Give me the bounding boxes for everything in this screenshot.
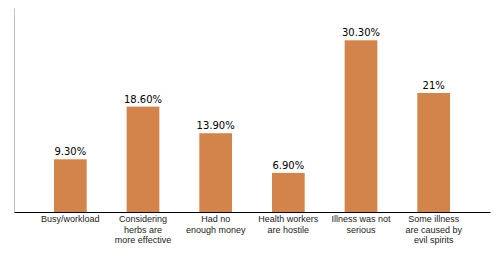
bar: [54, 159, 87, 212]
data-label: 9.30%: [54, 146, 86, 157]
x-tick: Had noenough money: [186, 214, 246, 234]
x-tick-label: Had noenough money: [186, 214, 246, 234]
y-axis-line: [14, 9, 15, 213]
data-label: 21%: [423, 80, 445, 91]
x-tick: Health workersare hostile: [258, 214, 319, 234]
x-axis: Busy/workload Consideringherbs aremore ef…: [15, 213, 491, 246]
x-axis-line: [15, 212, 491, 213]
data-label: 6.90%: [272, 160, 304, 171]
data-label: 30.30%: [342, 27, 380, 38]
x-tick-label: Some illnessare caused byevil spirits: [405, 214, 462, 245]
data-label: 18.60%: [124, 94, 162, 105]
plot: Busy/workload Consideringherbs aremore ef…: [15, 9, 491, 246]
bars: [54, 40, 450, 212]
bar: [127, 107, 160, 212]
bar: [272, 173, 305, 212]
bar: [199, 133, 232, 212]
bar: [417, 93, 450, 212]
x-tick: Busy/workload: [41, 214, 100, 224]
data-labels: 9.30% 18.60% 13.90% 6.90% 30.30% 21%: [54, 27, 444, 171]
x-tick-label: Consideringherbs aremore effective: [115, 214, 171, 245]
data-label: 13.90%: [197, 120, 235, 131]
x-tick-label: Busy/workload: [41, 214, 100, 224]
chart: Busy/workload Consideringherbs aremore ef…: [0, 0, 500, 258]
x-tick: Consideringherbs aremore effective: [115, 214, 171, 245]
x-tick-label: Illness was notserious: [331, 214, 391, 234]
x-tick: Illness was notserious: [331, 214, 391, 234]
x-tick: Some illnessare caused byevil spirits: [405, 214, 462, 245]
bar: [345, 40, 378, 212]
y-axis: [14, 9, 15, 213]
x-tick-label: Health workersare hostile: [258, 214, 319, 234]
